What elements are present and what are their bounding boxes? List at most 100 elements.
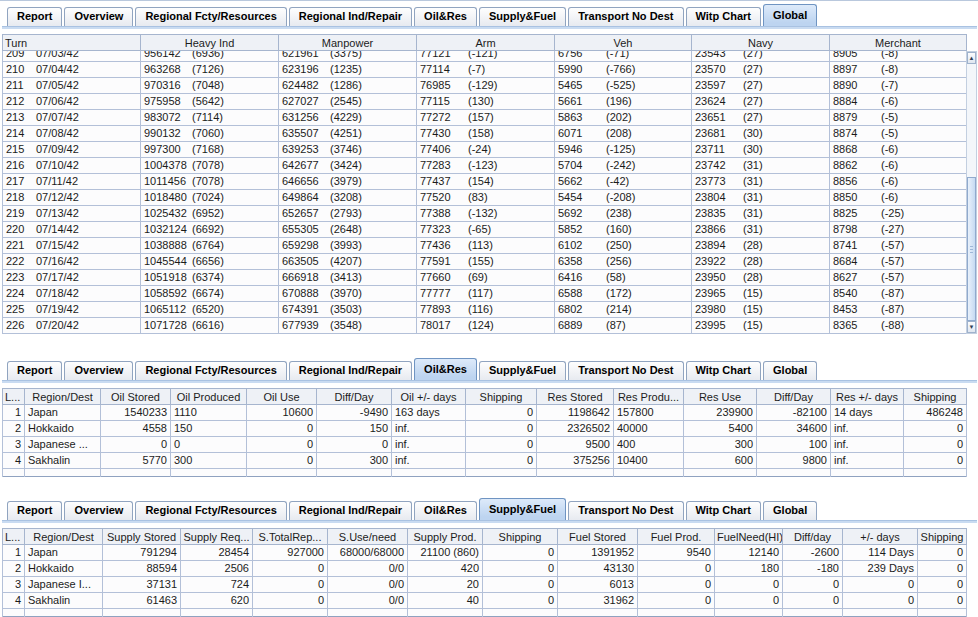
table-row[interactable]: 2 Hokkaido 88594 2506 0 0/0 420 0 43130 …: [3, 561, 967, 577]
tab[interactable]: Supply&Fuel: [479, 498, 566, 520]
table-row[interactable]: 22307/17/42 1051918(6374) 666918(3413) 7…: [3, 270, 967, 286]
tab[interactable]: Overview: [64, 7, 133, 26]
column-header[interactable]: Res Stored: [537, 389, 614, 405]
tab[interactable]: Witp Chart: [686, 501, 762, 520]
tab[interactable]: Oil&Res: [414, 7, 477, 26]
table-row[interactable]: 21607/10/42 1004378(7078) 642677(3424) 7…: [3, 158, 967, 174]
tab[interactable]: Regional Ind/Repair: [289, 361, 412, 380]
table-row[interactable]: 4 Sakhalin 61463 620 0 0/0 40 0 31962 0 …: [3, 593, 967, 609]
cell: 1071728(6616): [141, 318, 279, 334]
tab[interactable]: Global: [763, 361, 817, 380]
column-header[interactable]: L...: [3, 529, 25, 545]
table-row[interactable]: 22007/14/42 1032124(6692) 655305(2648) 7…: [3, 222, 967, 238]
column-header[interactable]: Oil Produced: [171, 389, 247, 405]
table-row[interactable]: 21207/06/42 975958(5642) 627027(2545) 77…: [3, 94, 967, 110]
tab[interactable]: Global: [763, 501, 817, 520]
cell: 76985(-129): [417, 78, 555, 94]
column-header[interactable]: Heavy Ind: [141, 35, 279, 51]
column-header[interactable]: S.TotalRep...: [253, 529, 328, 545]
column-header[interactable]: Merchant: [830, 35, 967, 51]
column-header[interactable]: Turn: [3, 35, 141, 51]
column-header[interactable]: Diff/day: [783, 529, 843, 545]
column-header[interactable]: Shipping: [466, 389, 537, 405]
vertical-scrollbar[interactable]: ▲ ▼: [966, 51, 977, 334]
tab[interactable]: Witp Chart: [686, 361, 762, 380]
column-header[interactable]: Supply Req...: [181, 529, 253, 545]
column-header[interactable]: L...: [3, 389, 25, 405]
table-row[interactable]: 3 Japanese I... 37131 724 0 0/0 20 0 601…: [3, 577, 967, 593]
column-header[interactable]: Navy: [692, 35, 830, 51]
column-header[interactable]: Diff/Day: [317, 389, 392, 405]
table-row[interactable]: 2 Hokkaido 4558 150 0 150 inf. 0 2326502…: [3, 421, 967, 437]
table-row[interactable]: 21807/12/42 1018480(7024) 649864(3208) 7…: [3, 190, 967, 206]
table-row[interactable]: 22207/16/42 1045544(6656) 663505(4207) 7…: [3, 254, 967, 270]
column-header[interactable]: Diff/Day: [757, 389, 831, 405]
table-row[interactable]: 21907/13/42 1025432(6952) 652657(2793) 7…: [3, 206, 967, 222]
table-row[interactable]: 1 Japan 791294 28454 927000 68000/68000 …: [3, 545, 967, 561]
table-row[interactable]: 22407/18/42 1058592(6674) 670888(3970) 7…: [3, 286, 967, 302]
column-header[interactable]: FuelNeed(HI): [715, 529, 783, 545]
table-row[interactable]: 22107/15/42 1038888(6764) 659298(3993) 7…: [3, 238, 967, 254]
column-header[interactable]: Supply Stored: [103, 529, 181, 545]
tab[interactable]: Regional Fcty/Resources: [135, 361, 286, 380]
tab[interactable]: Regional Ind/Repair: [289, 501, 412, 520]
delta: (-25): [881, 207, 904, 219]
tab[interactable]: Transport No Dest: [568, 361, 683, 380]
turn-number: 212: [6, 94, 36, 109]
column-header[interactable]: Res Use: [684, 389, 757, 405]
tab[interactable]: Regional Fcty/Resources: [135, 501, 286, 520]
column-header[interactable]: Manpower: [279, 35, 417, 51]
column-header[interactable]: Res Produ...: [614, 389, 684, 405]
table-row[interactable]: 1 Japan 1540233 1110 10600 -9490 163 day…: [3, 405, 967, 421]
column-header[interactable]: Veh: [555, 35, 692, 51]
tab[interactable]: Global: [763, 4, 817, 26]
column-header[interactable]: Res +/- days: [831, 389, 904, 405]
tab[interactable]: Report: [7, 501, 62, 520]
column-header[interactable]: Oil Stored: [101, 389, 171, 405]
table-row[interactable]: 22607/20/42 1071728(6616) 677939(3548) 7…: [3, 318, 967, 334]
table-row[interactable]: 4 Sakhalin 5770 300 0 300 inf. 0 375256 …: [3, 453, 967, 469]
scroll-down-button[interactable]: ▼: [967, 321, 976, 333]
column-header[interactable]: Fuel Stored: [558, 529, 638, 545]
scroll-track[interactable]: [967, 64, 976, 321]
value: 5454: [558, 190, 606, 205]
column-header[interactable]: Shipping: [904, 389, 967, 405]
tab[interactable]: Transport No Dest: [568, 7, 683, 26]
table-row[interactable]: 21407/08/42 990132(7060) 635507(4251) 77…: [3, 126, 967, 142]
delta: (87): [606, 319, 626, 331]
tab[interactable]: Regional Ind/Repair: [289, 7, 412, 26]
tab[interactable]: Supply&Fuel: [479, 7, 566, 26]
table-row[interactable]: 3 Japanese ... 0 0 0 0 inf. 0 9500 400 3…: [3, 437, 967, 453]
column-header[interactable]: Shipping: [483, 529, 558, 545]
column-header[interactable]: Region/Dest: [25, 389, 101, 405]
tab[interactable]: Overview: [64, 501, 133, 520]
table-row[interactable]: 21707/11/42 1011456(7078) 646656(3979) 7…: [3, 174, 967, 190]
column-header[interactable]: Region/Dest: [25, 529, 103, 545]
tab[interactable]: Transport No Dest: [568, 501, 683, 520]
tab[interactable]: Report: [7, 361, 62, 380]
column-header[interactable]: Oil +/- days: [392, 389, 466, 405]
scroll-thumb[interactable]: [967, 177, 976, 321]
column-header[interactable]: Supply Prod.: [408, 529, 483, 545]
table-row[interactable]: 21107/05/42 970316(7048) 624482(1286) 76…: [3, 78, 967, 94]
table-row[interactable]: 21007/04/42 963268(7126) 623196(1235) 77…: [3, 62, 967, 78]
tab[interactable]: Oil&Res: [414, 358, 477, 380]
column-header[interactable]: Shipping: [918, 529, 967, 545]
tab[interactable]: Oil&Res: [414, 501, 477, 520]
column-header[interactable]: Arm: [417, 35, 555, 51]
tab[interactable]: Report: [7, 7, 62, 26]
column-header[interactable]: Oil Use: [247, 389, 317, 405]
tab[interactable]: Regional Fcty/Resources: [135, 7, 286, 26]
column-header[interactable]: Fuel Prod.: [638, 529, 715, 545]
column-header[interactable]: S.Use/need: [328, 529, 408, 545]
table-row[interactable]: 21507/09/42 997300(7168) 639253(3746) 77…: [3, 142, 967, 158]
table-row[interactable]: 21307/07/42 983072(7114) 631256(4229) 77…: [3, 110, 967, 126]
table-row[interactable]: 20907/03/42 956142(6936) 621961(3375) 77…: [3, 51, 967, 62]
tab[interactable]: Supply&Fuel: [479, 361, 566, 380]
tab[interactable]: Overview: [64, 361, 133, 380]
tab[interactable]: Witp Chart: [686, 7, 762, 26]
table-row[interactable]: 22507/19/42 1065112(6520) 674391(3503) 7…: [3, 302, 967, 318]
turn-date: 07/19/42: [36, 303, 79, 315]
column-header[interactable]: +/- days: [843, 529, 918, 545]
scroll-up-button[interactable]: ▲: [967, 52, 976, 64]
